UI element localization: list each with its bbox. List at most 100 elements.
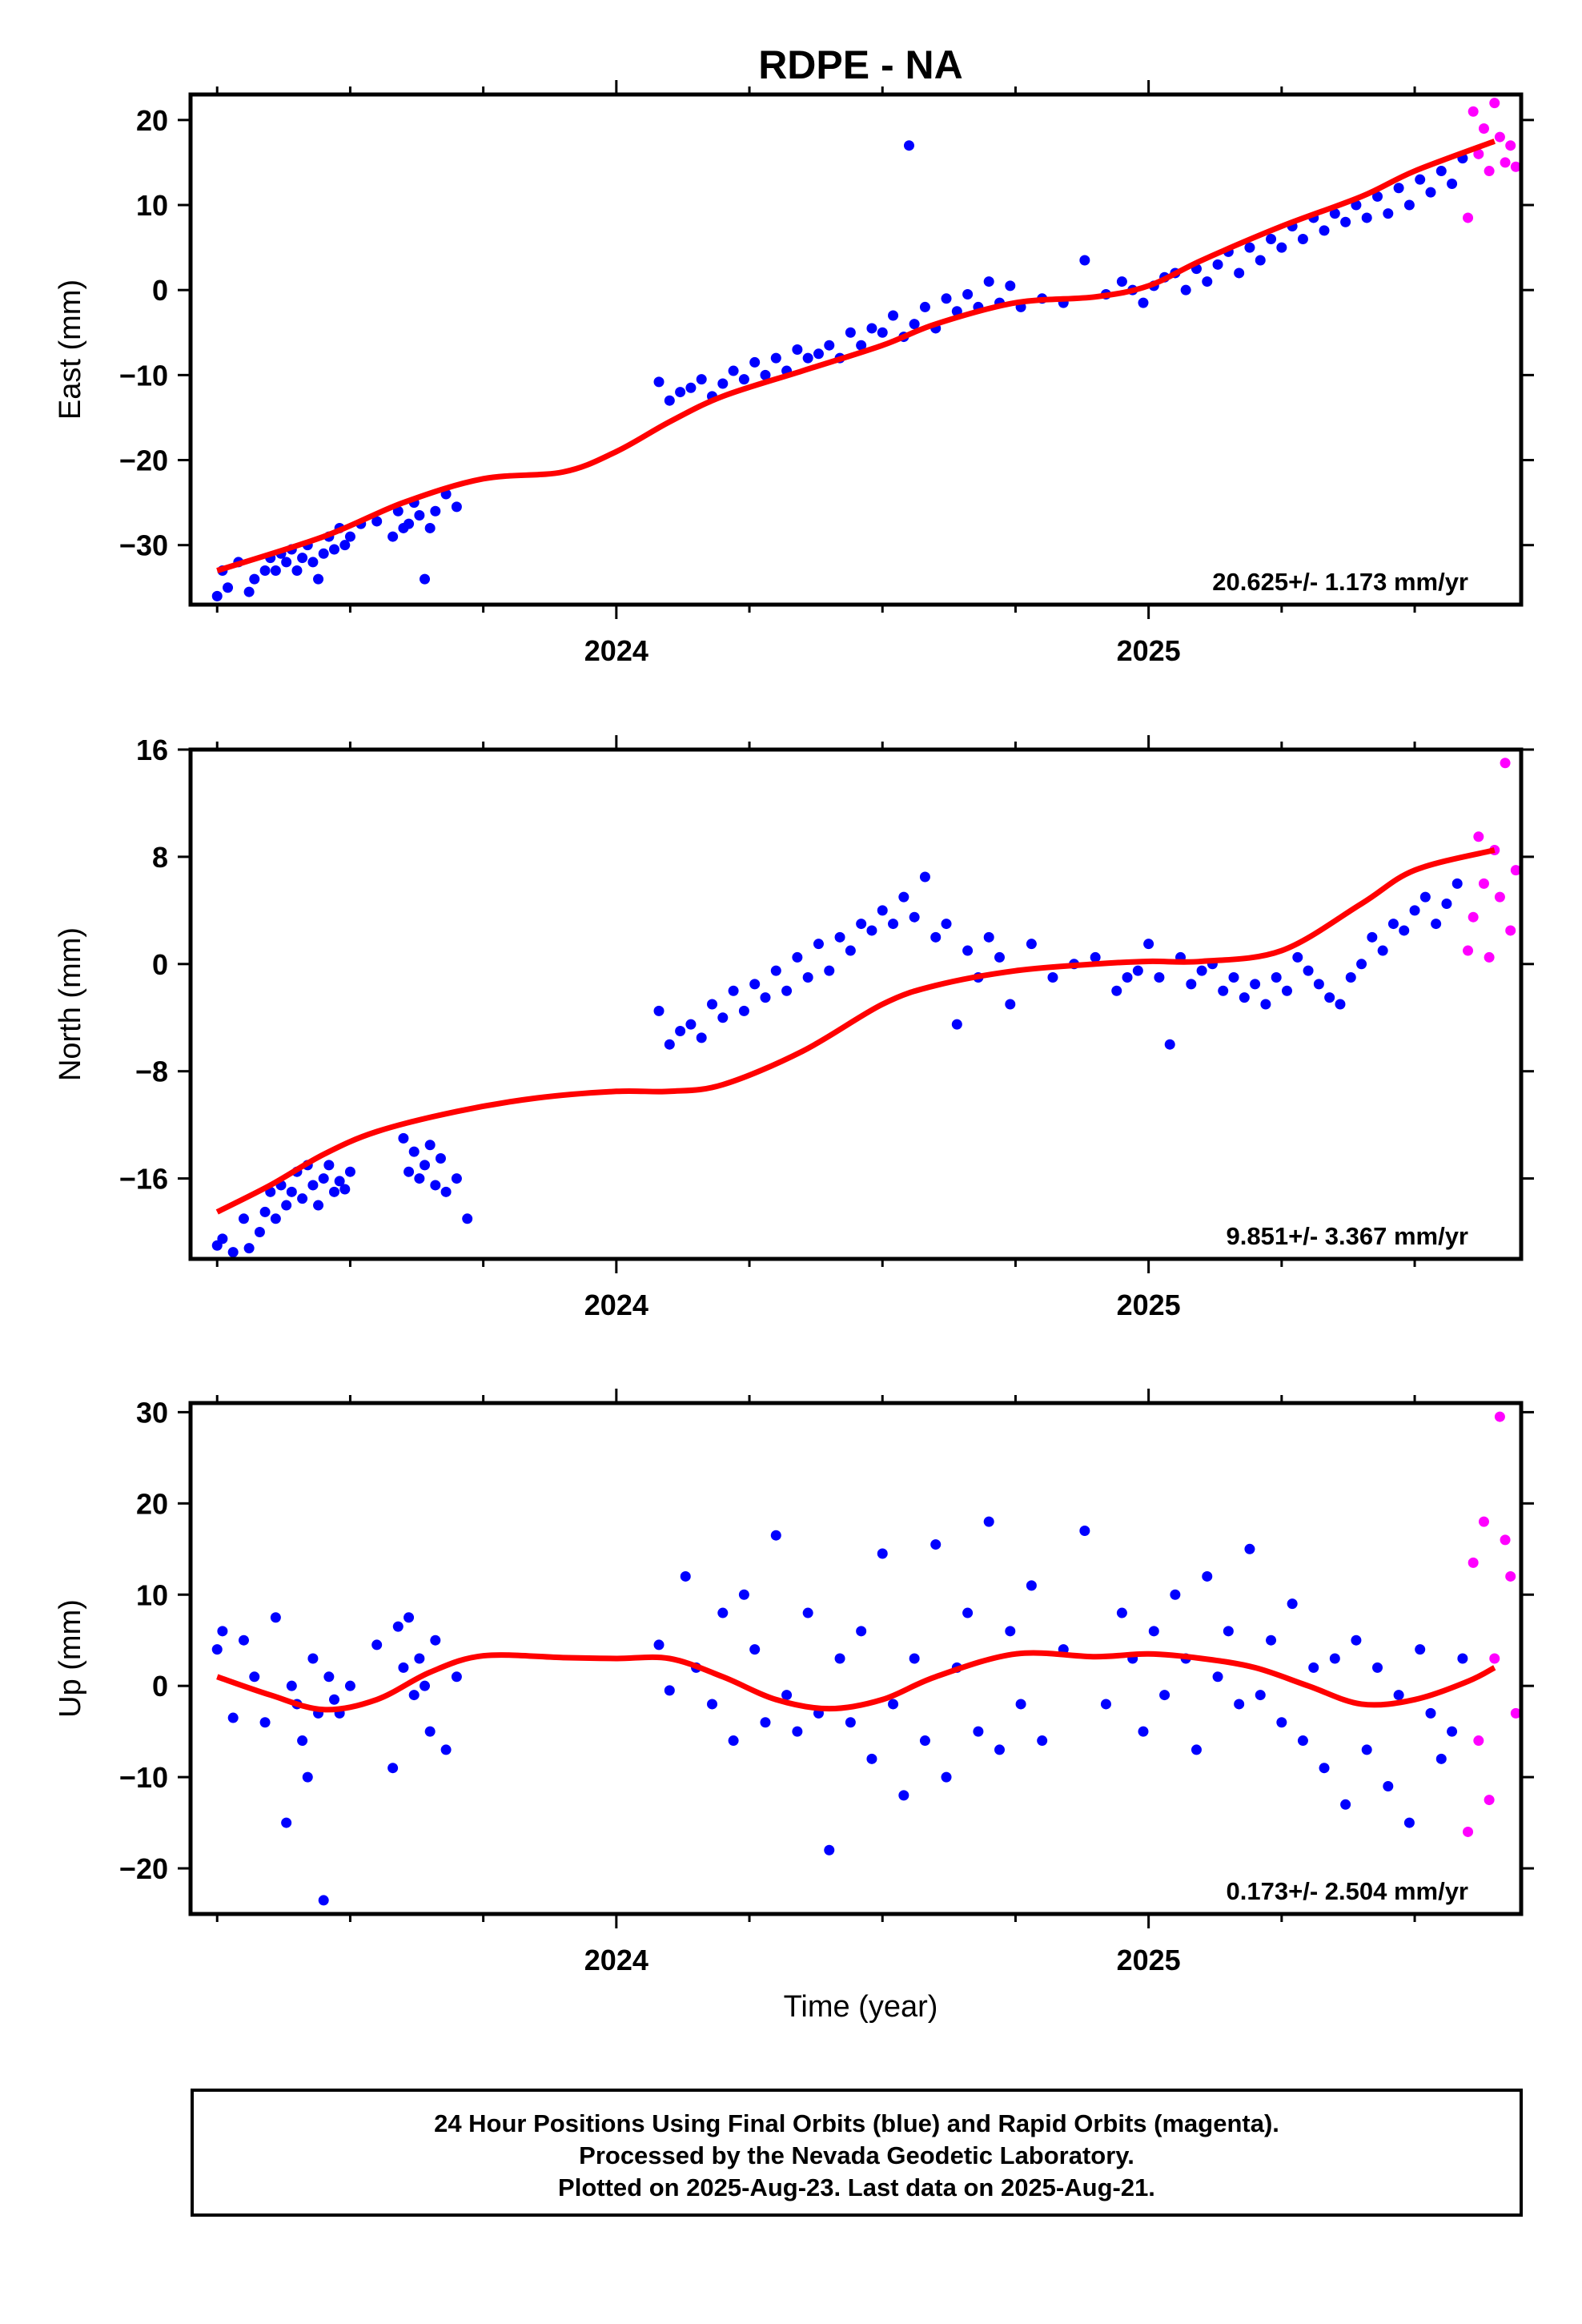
east-final-point (824, 340, 835, 351)
north-rapid-point (1494, 891, 1505, 903)
up-final-point (856, 1626, 867, 1637)
up-rapid-point (1510, 1707, 1521, 1719)
north-final-point (951, 1019, 962, 1030)
north-final-point (813, 939, 824, 950)
up-final-point (1351, 1634, 1362, 1646)
up-final-point (1255, 1690, 1266, 1701)
up-final-point (1079, 1526, 1090, 1536)
up-final-point (1425, 1707, 1436, 1719)
east-final-point (1276, 242, 1287, 253)
east-frame (188, 92, 1524, 607)
up-final-point (877, 1548, 888, 1559)
north-final-point (1452, 878, 1463, 889)
east-final-point (909, 319, 920, 330)
north-final-point (1250, 979, 1261, 990)
north-final-point (941, 919, 952, 930)
east-y-tick-label: −20 (119, 444, 168, 477)
up-final-point (1393, 1690, 1404, 1701)
east-final-point (1234, 267, 1245, 279)
east-final-point (941, 293, 952, 304)
east-final-point (903, 140, 914, 151)
north-final-point (313, 1200, 324, 1211)
up-final-point (1340, 1799, 1351, 1810)
east-final-point (1266, 233, 1277, 244)
north-final-point (1196, 965, 1207, 976)
north-final-point (792, 951, 803, 963)
up-rapid-point (1500, 1534, 1511, 1546)
north-final-point (440, 1186, 452, 1197)
east-final-point (1255, 255, 1266, 266)
up-final-point (297, 1735, 308, 1747)
up-final-point (1202, 1570, 1213, 1582)
up-final-point (414, 1653, 425, 1664)
north-y-tick-label: 16 (136, 734, 168, 766)
north-final-point (1367, 931, 1378, 943)
up-final-point (1361, 1744, 1372, 1755)
up-final-point (866, 1753, 877, 1764)
north-final-point (1356, 959, 1367, 970)
north-final-point (802, 972, 813, 983)
north-final-point (1419, 891, 1431, 903)
up-final-point (318, 1895, 329, 1906)
north-final-point (398, 1132, 409, 1144)
east-final-point (211, 590, 223, 601)
up-final-point (259, 1717, 271, 1728)
east-final-point (749, 356, 761, 368)
footer-line-2: Processed by the Nevada Geodetic Laborat… (579, 2141, 1134, 2169)
up-final-point (824, 1844, 835, 1856)
east-final-point (243, 586, 255, 597)
up-final-point (1159, 1690, 1170, 1701)
up-final-point (973, 1726, 984, 1737)
up-rapid-point (1468, 1557, 1479, 1568)
north-final-point (919, 871, 930, 883)
up-final-point (238, 1634, 249, 1646)
up-rapid-point (1484, 1795, 1495, 1806)
north-final-point (1271, 972, 1282, 983)
east-final-point (371, 516, 383, 527)
chart-title: RDPE - NA (758, 42, 963, 87)
east-plot-area (211, 98, 1521, 601)
east-y-tick-label: 10 (136, 189, 168, 222)
east-final-point (802, 352, 813, 364)
east-y-tick-label: 0 (152, 274, 168, 307)
up-rapid-point (1489, 1653, 1500, 1664)
up-final-point (440, 1744, 452, 1755)
north-final-point (749, 979, 761, 990)
up-final-point (909, 1653, 920, 1664)
east-rapid-point (1484, 166, 1495, 177)
north-rapid-point (1500, 758, 1511, 769)
north-final-point (1313, 979, 1324, 990)
up-final-point (994, 1744, 1005, 1755)
east-final-point (249, 573, 260, 585)
up-final-point (1287, 1598, 1298, 1610)
north-final-point (424, 1140, 436, 1151)
footer-line-3: Plotted on 2025-Aug-23. Last data on 202… (558, 2173, 1155, 2201)
up-final-point (328, 1694, 339, 1705)
north-rapid-point (1478, 878, 1489, 889)
north-panel: −16 −8 0 8 16 2024 2025 North (mm) 9.851+/- 3.36… (54, 734, 1534, 1321)
up-final-point (1015, 1699, 1026, 1710)
up-final-point (845, 1717, 856, 1728)
east-final-point (962, 288, 974, 300)
north-y-axis-label: North (mm) (54, 927, 87, 1081)
up-final-point (1297, 1735, 1308, 1747)
up-y-tick-label: 0 (152, 1670, 168, 1703)
up-model-curve (216, 1650, 1496, 1713)
east-final-point (318, 548, 329, 559)
up-final-point (1100, 1699, 1111, 1710)
north-final-point (1387, 919, 1399, 930)
east-final-point (307, 557, 319, 568)
up-final-point (323, 1671, 335, 1683)
east-final-point (430, 505, 441, 517)
east-y-tick-label: −30 (119, 529, 168, 562)
up-final-point (1138, 1726, 1149, 1737)
east-final-point (1340, 216, 1351, 227)
north-final-point (339, 1184, 351, 1195)
east-final-point (1403, 199, 1415, 211)
north-final-point (227, 1247, 239, 1258)
north-final-point (845, 945, 856, 956)
up-final-point (930, 1539, 942, 1550)
north-final-point (1218, 985, 1229, 996)
north-final-point (770, 965, 781, 976)
up-final-point (983, 1516, 994, 1527)
